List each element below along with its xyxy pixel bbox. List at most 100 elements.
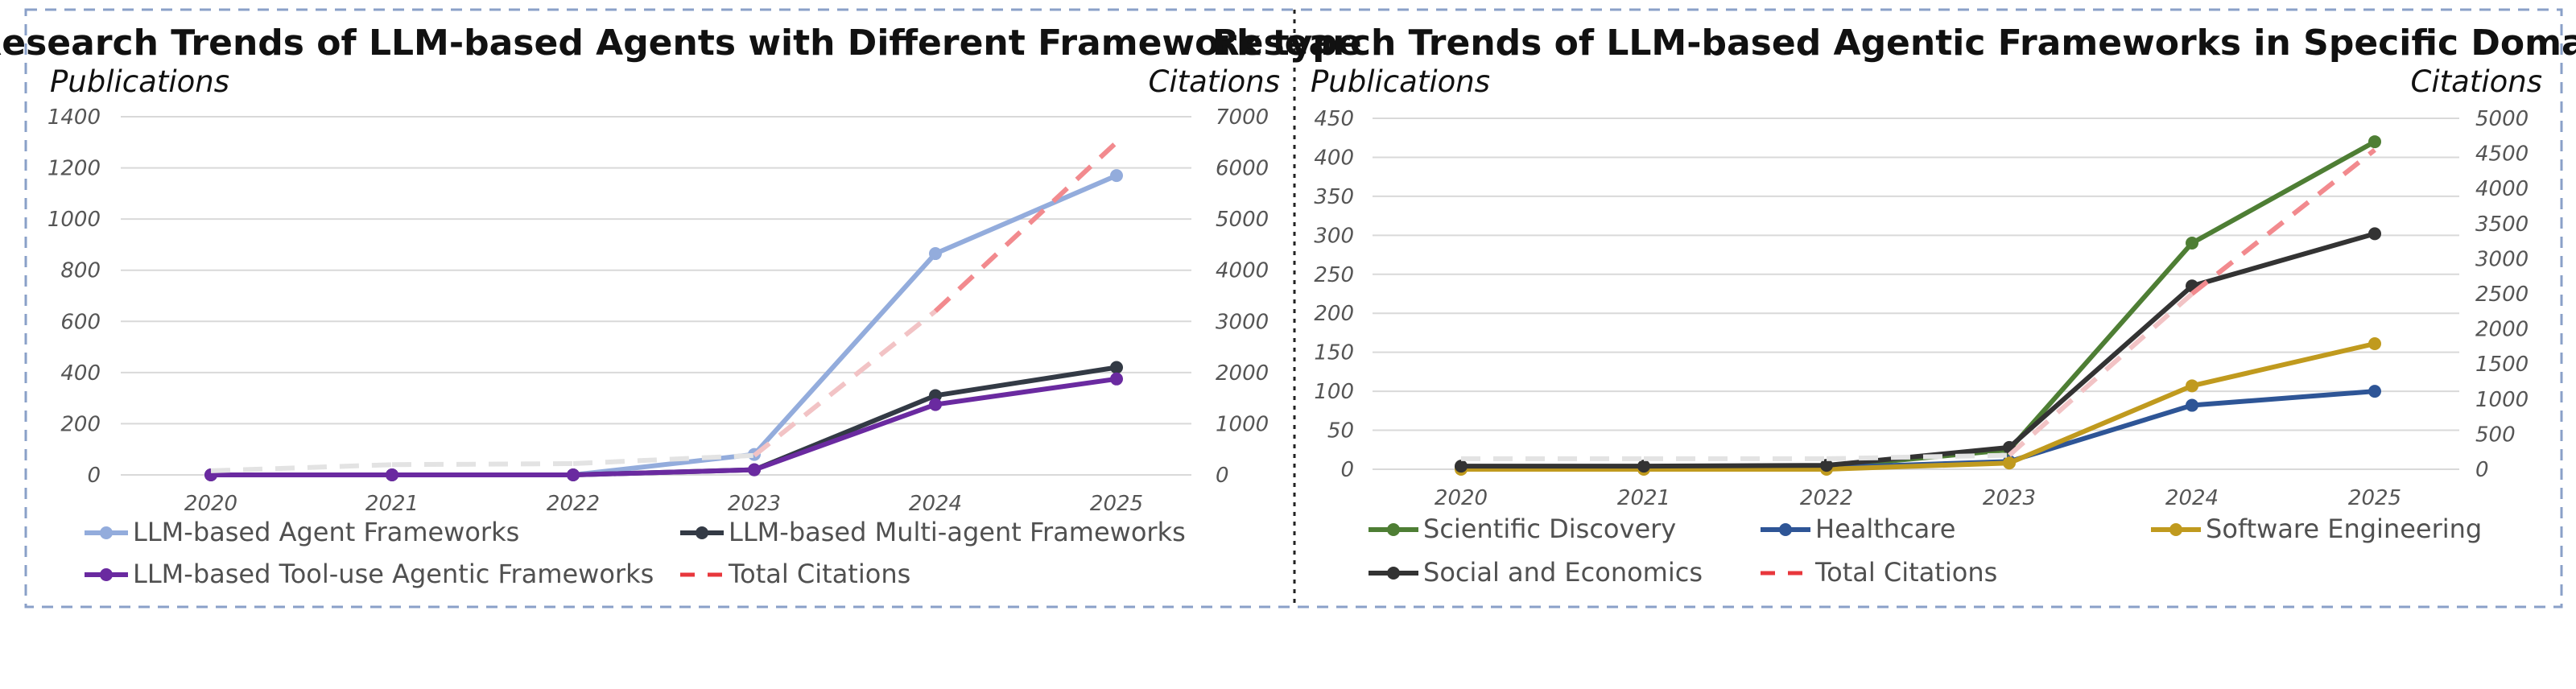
legend-item: LLM-based Multi-agent Frameworks bbox=[680, 517, 1186, 547]
data-point bbox=[2186, 398, 2198, 412]
data-point bbox=[2368, 385, 2381, 398]
y-axis-title: Publications bbox=[50, 64, 229, 99]
x-tick-label: 2025 bbox=[1090, 492, 1143, 516]
y-tick-label: 250 bbox=[1314, 263, 1354, 287]
legend-label: LLM-based Multi-agent Frameworks bbox=[729, 517, 1186, 547]
data-point bbox=[1820, 459, 1833, 472]
series-line bbox=[211, 376, 1117, 477]
y-tick-label: 600 bbox=[60, 310, 101, 334]
y-tick-label: 200 bbox=[1314, 302, 1354, 326]
series-line-segment bbox=[753, 309, 937, 458]
series-line bbox=[211, 173, 1118, 477]
x-tick-label: 2020 bbox=[184, 492, 237, 516]
y-tick-label: 400 bbox=[1314, 146, 1354, 170]
y2-tick-label: 3000 bbox=[1216, 310, 1269, 334]
y2-tick-label: 4000 bbox=[1216, 259, 1269, 283]
data-point bbox=[929, 398, 942, 411]
legend-item: Healthcare bbox=[1761, 514, 1955, 544]
x-tick-label: 2024 bbox=[909, 492, 962, 516]
legend-marker bbox=[1387, 523, 1400, 536]
legend-item: Software Engineering bbox=[2151, 514, 2482, 544]
y2-tick-label: 4500 bbox=[2475, 142, 2529, 167]
legend-label: Social and Economics bbox=[1423, 557, 1703, 588]
legend-marker bbox=[1387, 567, 1400, 580]
y2-tick-label: 0 bbox=[1216, 464, 1229, 488]
legend-label: Software Engineering bbox=[2206, 514, 2482, 544]
data-point bbox=[1455, 460, 1468, 473]
y-tick-label: 1400 bbox=[47, 105, 101, 130]
x-tick-label: 2022 bbox=[1800, 486, 1853, 510]
y2-tick-label: 7000 bbox=[1216, 105, 1269, 130]
data-point bbox=[748, 463, 761, 477]
y2-tick-label: 6000 bbox=[1216, 157, 1269, 181]
y-tick-label: 0 bbox=[87, 464, 101, 488]
x-tick-label: 2022 bbox=[547, 492, 600, 516]
data-point bbox=[2368, 227, 2381, 241]
y2-tick-label: 1000 bbox=[1216, 412, 1269, 436]
data-point bbox=[2003, 456, 2016, 470]
y-tick-label: 0 bbox=[1340, 458, 1354, 482]
y2-tick-label: 2000 bbox=[1216, 361, 1269, 386]
series-line-segment bbox=[210, 462, 393, 473]
y-tick-label: 150 bbox=[1314, 341, 1354, 365]
data-point bbox=[2368, 135, 2381, 149]
y-tick-label: 50 bbox=[1327, 419, 1354, 444]
series-line bbox=[1461, 139, 2376, 471]
legend-label: Total Citations bbox=[728, 559, 910, 589]
y2-axis-title: Citations bbox=[2411, 64, 2542, 99]
x-tick-label: 2020 bbox=[1435, 486, 1488, 510]
legend-item: Total Citations bbox=[680, 559, 910, 589]
legend-marker bbox=[696, 526, 708, 539]
y2-tick-label: 5000 bbox=[1216, 208, 1269, 232]
data-point bbox=[1110, 372, 1123, 386]
legend-item: Scientific Discovery bbox=[1368, 514, 1676, 544]
legend-marker bbox=[100, 568, 113, 581]
y-tick-label: 200 bbox=[60, 412, 101, 436]
y2-tick-label: 1500 bbox=[2475, 353, 2529, 377]
chart-title: Research Trends of LLM-based Agents with… bbox=[0, 23, 1362, 64]
series-4 bbox=[210, 140, 1119, 473]
data-point bbox=[1637, 460, 1650, 473]
x-tick-label: 2023 bbox=[1983, 486, 2036, 510]
data-point bbox=[2186, 237, 2198, 250]
y2-tick-label: 2000 bbox=[2475, 318, 2529, 342]
data-point bbox=[929, 389, 942, 402]
y2-tick-label: 0 bbox=[2475, 458, 2489, 482]
legend-label: LLM-based Agent Frameworks bbox=[133, 517, 519, 547]
series-1 bbox=[1455, 135, 2381, 475]
data-point bbox=[2186, 379, 2198, 393]
y-tick-label: 350 bbox=[1314, 185, 1354, 209]
series-4 bbox=[1455, 227, 2381, 473]
data-point bbox=[929, 247, 942, 261]
series-line-segment bbox=[933, 140, 1119, 313]
y-tick-label: 800 bbox=[60, 259, 101, 283]
data-point bbox=[1110, 361, 1123, 374]
y-tick-label: 300 bbox=[1314, 224, 1354, 248]
series-5 bbox=[1461, 147, 2376, 461]
x-tick-label: 2023 bbox=[728, 492, 781, 516]
chart-title: Research Trends of LLM-based Agentic Fra… bbox=[1212, 23, 2576, 64]
data-point bbox=[2368, 337, 2381, 351]
y-axis-title: Publications bbox=[1311, 64, 1490, 99]
y2-tick-label: 2500 bbox=[2475, 283, 2529, 307]
legend-item: Total Citations bbox=[1761, 557, 1997, 588]
data-point bbox=[1110, 169, 1123, 183]
y2-tick-label: 5000 bbox=[2475, 107, 2529, 131]
series-3 bbox=[204, 372, 1123, 481]
legend-label: Healthcare bbox=[1815, 514, 1955, 544]
y2-tick-label: 3000 bbox=[2475, 247, 2529, 271]
y2-tick-label: 3500 bbox=[2475, 212, 2529, 237]
legend-item: Social and Economics bbox=[1368, 557, 1703, 588]
y-tick-label: 400 bbox=[60, 361, 101, 386]
legend-marker bbox=[2169, 523, 2182, 536]
x-tick-label: 2021 bbox=[1617, 486, 1670, 510]
legend-item: LLM-based Tool-use Agentic Frameworks bbox=[85, 559, 654, 589]
y2-tick-label: 500 bbox=[2475, 423, 2516, 447]
y-tick-label: 100 bbox=[1314, 380, 1354, 404]
x-tick-label: 2025 bbox=[2348, 486, 2401, 510]
legend-label: Scientific Discovery bbox=[1423, 514, 1676, 544]
chart-1: Research Trends of LLM-based Agents with… bbox=[0, 23, 1362, 589]
x-tick-label: 2021 bbox=[365, 492, 419, 516]
